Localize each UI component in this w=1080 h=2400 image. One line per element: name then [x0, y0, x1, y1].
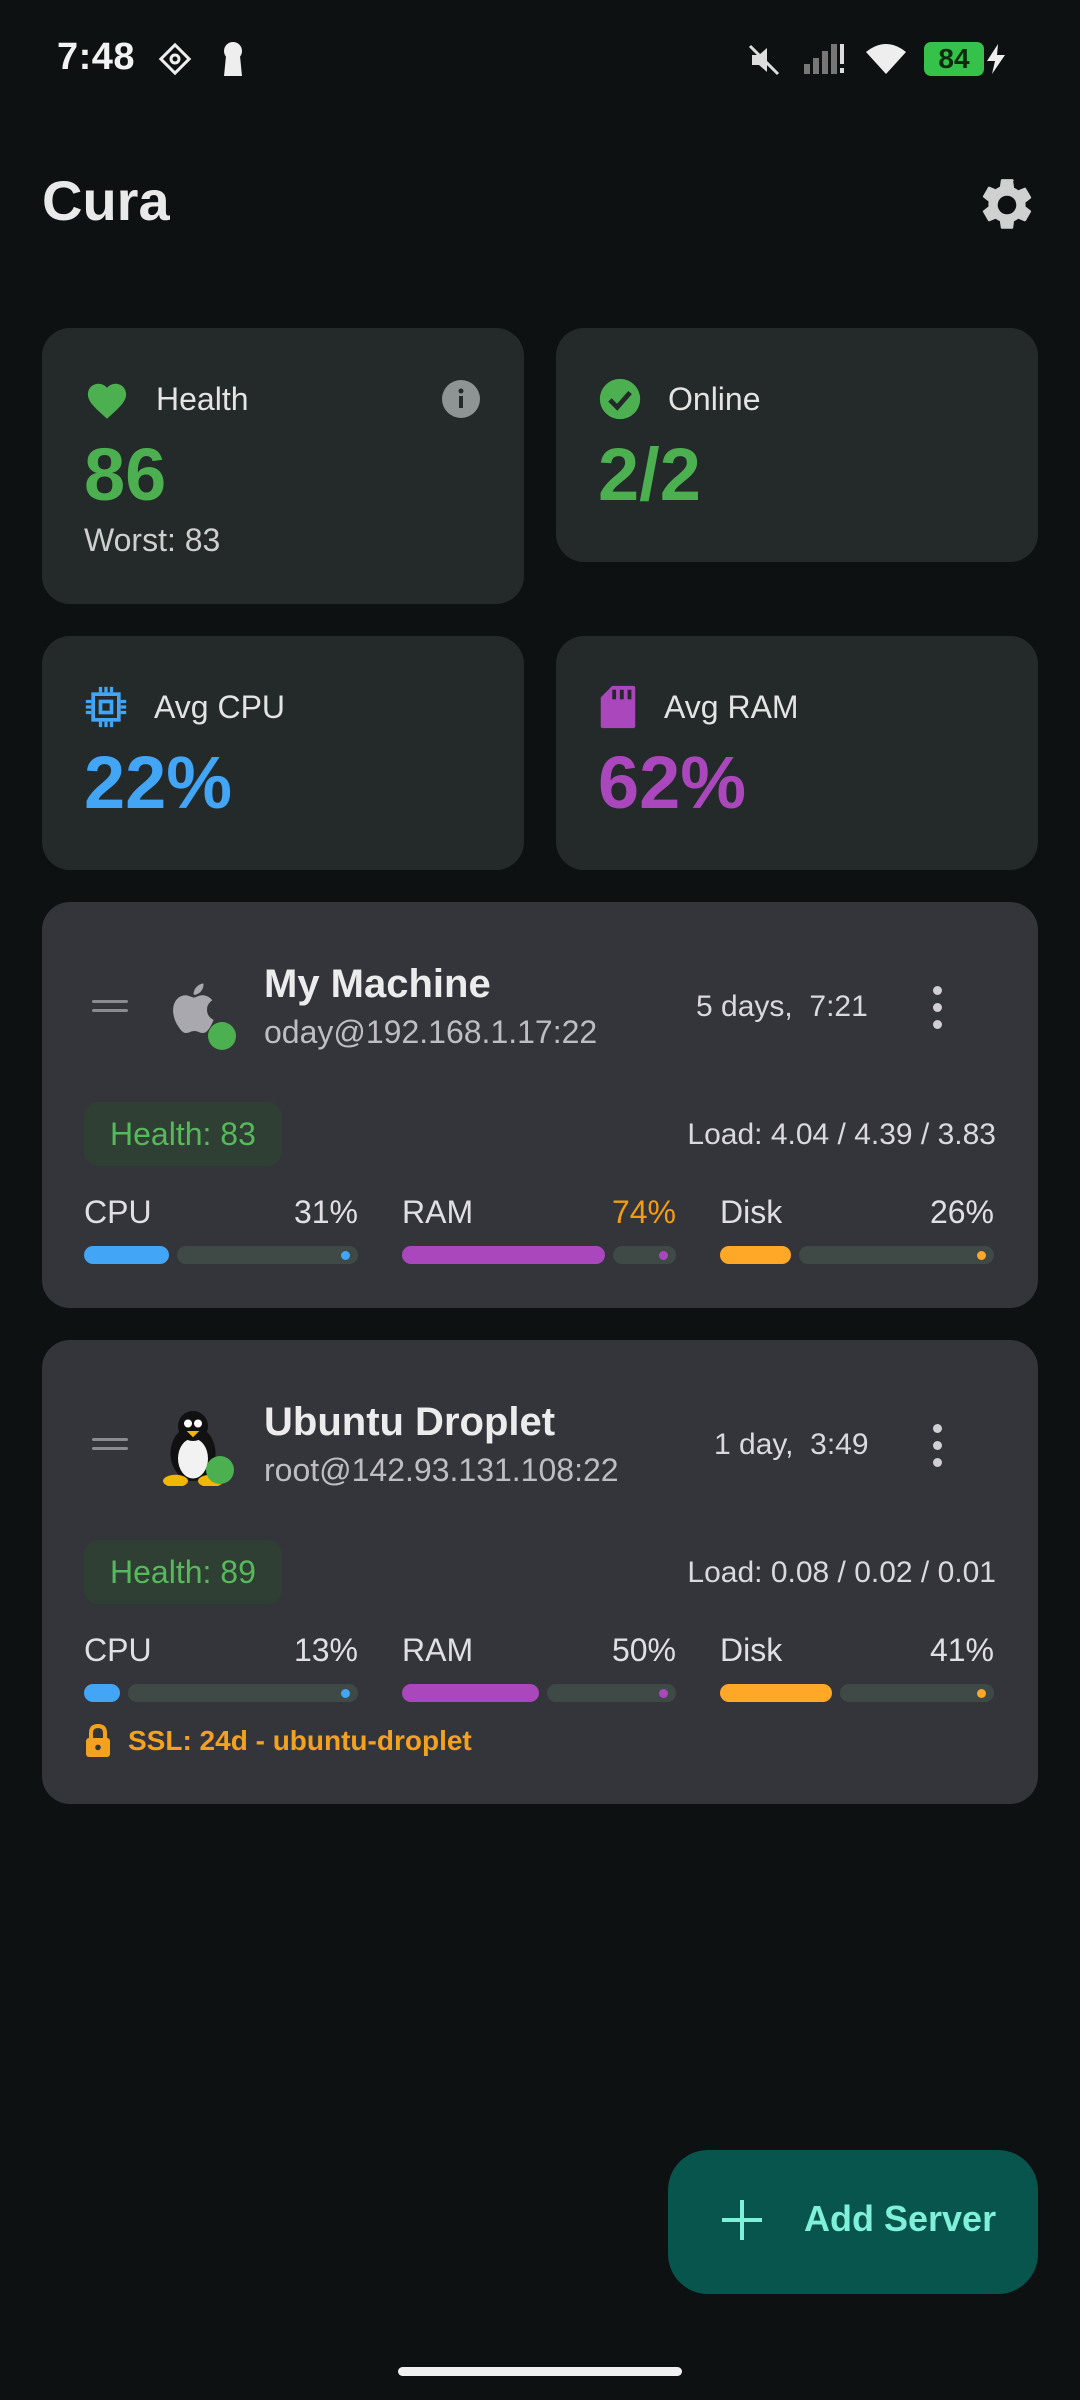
- health-worst: Worst: 83: [84, 522, 221, 558]
- progress-fill: [84, 1684, 120, 1702]
- ram-value: 50%: [611, 1632, 676, 1668]
- app-title: Cura: [42, 169, 170, 232]
- disk-progress-bar: [720, 1684, 994, 1702]
- more-options-icon[interactable]: [922, 1420, 952, 1476]
- ssl-text: SSL: 24d - ubuntu-droplet: [128, 1725, 472, 1756]
- avg-cpu-value: 22%: [84, 741, 233, 824]
- status-bar: 7:48 84: [0, 0, 1080, 116]
- signal-icon: [804, 44, 844, 74]
- add-server-label: Add Server: [804, 2198, 997, 2239]
- avg-ram-label: Avg RAM: [664, 688, 799, 725]
- server-name: My Machine: [264, 962, 491, 1006]
- ram-value: 74%: [611, 1194, 676, 1230]
- more-options-icon[interactable]: [922, 982, 952, 1038]
- disk-progress-bar: [720, 1246, 994, 1264]
- server-card[interactable]: Ubuntu Droplet root@142.93.131.108:22 1 …: [42, 1340, 1038, 1804]
- disk-label: Disk: [720, 1194, 783, 1230]
- progress-fill: [720, 1246, 791, 1264]
- disk-label: Disk: [720, 1632, 783, 1668]
- health-value: 86: [84, 433, 167, 516]
- health-badge: Health: 83: [84, 1102, 282, 1166]
- progress-end-dot: [977, 1689, 986, 1698]
- health-card-header: Health: [84, 376, 249, 422]
- load-average: Load: 0.08 / 0.02 / 0.01: [687, 1556, 996, 1589]
- progress-end-dot: [659, 1689, 668, 1698]
- server-card[interactable]: My Machine oday@192.168.1.17:22 5 days, …: [42, 902, 1038, 1308]
- progress-remaining: [613, 1246, 676, 1264]
- apple-icon: [162, 976, 236, 1050]
- progress-end-dot: [341, 1689, 350, 1698]
- wifi-icon: [866, 44, 906, 74]
- heart-icon: [87, 383, 127, 419]
- online-value: 2/2: [598, 433, 701, 516]
- keyhole-icon: [224, 42, 242, 76]
- add-server-button[interactable]: Add Server: [668, 2150, 1038, 2294]
- health-badge: Health: 89: [84, 1540, 282, 1604]
- progress-fill: [84, 1246, 169, 1264]
- ram-progress-bar: [402, 1246, 676, 1264]
- disk-value: 41%: [929, 1632, 994, 1668]
- progress-fill: [720, 1684, 832, 1702]
- online-label: Online: [668, 380, 761, 417]
- charging-icon: [987, 44, 1005, 74]
- ssl-status: SSL: 24d - ubuntu-droplet: [84, 1724, 472, 1758]
- cpu-progress-bar: [84, 1684, 358, 1702]
- progress-fill: [402, 1246, 605, 1264]
- ram-label: RAM: [402, 1632, 474, 1668]
- progress-remaining: [128, 1684, 358, 1702]
- online-status-dot: [208, 1022, 236, 1050]
- cpu-label: CPU: [84, 1632, 152, 1668]
- avg-ram-card-header: Avg RAM: [598, 684, 799, 730]
- progress-remaining: [547, 1684, 676, 1702]
- avg-ram-card[interactable]: Avg RAM 62%: [556, 636, 1038, 870]
- server-address: oday@192.168.1.17:22: [264, 1014, 598, 1050]
- gear-icon[interactable]: [976, 174, 1038, 236]
- cpu-value: 31%: [293, 1194, 358, 1230]
- plus-icon: [722, 2200, 762, 2240]
- status-time: 7:48: [57, 36, 136, 78]
- avg-cpu-label: Avg CPU: [154, 688, 286, 725]
- online-status-dot: [206, 1456, 234, 1484]
- check-circle-icon: [599, 378, 641, 420]
- cpu-label: CPU: [84, 1194, 152, 1230]
- ram-label: RAM: [402, 1194, 474, 1230]
- progress-remaining: [799, 1246, 994, 1264]
- server-name: Ubuntu Droplet: [264, 1400, 556, 1444]
- progress-end-dot: [341, 1251, 350, 1260]
- progress-remaining: [840, 1684, 994, 1702]
- disk-value: 26%: [929, 1194, 994, 1230]
- drag-handle-icon[interactable]: [92, 1000, 128, 1016]
- progress-end-dot: [977, 1251, 986, 1260]
- progress-remaining: [177, 1246, 358, 1264]
- avg-cpu-card[interactable]: Avg CPU 22%: [42, 636, 524, 870]
- server-address: root@142.93.131.108:22: [264, 1452, 619, 1488]
- drag-handle-icon[interactable]: [92, 1438, 128, 1454]
- cpu-value: 13%: [293, 1632, 358, 1668]
- avg-ram-value: 62%: [598, 741, 747, 824]
- cpu-progress-bar: [84, 1246, 358, 1264]
- progress-fill: [402, 1684, 539, 1702]
- online-card[interactable]: Online 2/2: [556, 328, 1038, 562]
- info-icon[interactable]: [442, 380, 480, 418]
- load-average: Load: 4.04 / 4.39 / 3.83: [687, 1118, 996, 1151]
- server-uptime: 5 days, 7:21: [696, 990, 868, 1023]
- battery-level: 84: [924, 42, 984, 76]
- ram-progress-bar: [402, 1684, 676, 1702]
- online-card-header: Online: [598, 376, 761, 422]
- health-label: Health: [156, 380, 249, 417]
- memory-card-icon: [600, 685, 636, 729]
- cpu-chip-icon: [85, 686, 127, 728]
- vpn-key-icon: [158, 42, 192, 76]
- health-card[interactable]: Health 86 Worst: 83: [42, 328, 524, 604]
- progress-end-dot: [659, 1251, 668, 1260]
- home-indicator[interactable]: [398, 2367, 682, 2376]
- server-uptime: 1 day, 3:49: [714, 1428, 869, 1461]
- avg-cpu-card-header: Avg CPU: [84, 684, 285, 730]
- mute-icon: [748, 44, 780, 76]
- linux-penguin-icon: [162, 1406, 236, 1486]
- lock-icon: [86, 1724, 110, 1757]
